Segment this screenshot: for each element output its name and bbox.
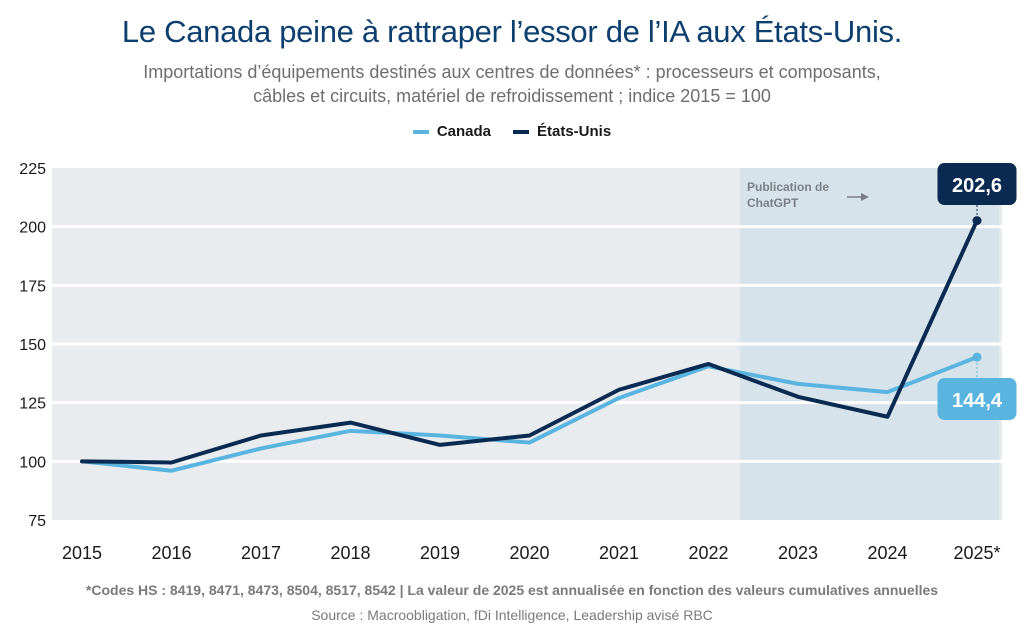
subtitle-line-2: câbles et circuits, matériel de refroidi…	[253, 86, 771, 106]
legend-item-us: États-Unis	[513, 123, 611, 140]
end-label-box	[937, 378, 1017, 420]
chatgpt-annotation: Publication de ChatGPT	[747, 180, 869, 210]
chart-subtitle: Importations d’équipements destinés aux …	[60, 60, 964, 108]
x-tick-label: 2017	[241, 543, 281, 563]
y-tick-label: 125	[19, 396, 46, 413]
legend: Canada États-Unis	[0, 123, 1024, 140]
x-tick-label: 2020	[509, 543, 549, 563]
series-lines	[80, 216, 982, 473]
y-axis-ticks: 75 100 125 150 175 200 225	[19, 161, 46, 530]
end-value-labels: 144,4 202,6	[937, 163, 1017, 420]
series-line-us	[80, 218, 979, 465]
x-tick-label: 2018	[330, 543, 370, 563]
end-label-canada: 144,4	[952, 390, 1003, 412]
x-tick-label: 2023	[778, 543, 818, 563]
legend-item-canada: Canada	[412, 123, 491, 140]
y-tick-label: 200	[19, 220, 46, 237]
chart-title: Le Canada peine à rattraper l’essor de l…	[121, 14, 903, 49]
legend-label-canada: Canada	[436, 123, 491, 140]
y-tick-label: 225	[19, 161, 46, 178]
y-tick-label: 175	[19, 278, 46, 295]
x-axis-ticks: 2015 2016 2017 2018 2019 2020 2021 2022 2023 2024…	[62, 543, 1001, 563]
footnote: *Codes HS : 8419, 8471, 8473, 8504, 8517…	[85, 582, 939, 598]
x-tick-label: 2016	[151, 543, 191, 563]
legend-swatch-canada	[412, 129, 429, 134]
data-point	[972, 216, 982, 226]
annotation-line-1: Publication de	[747, 180, 829, 194]
right-arrow-icon	[847, 193, 869, 201]
y-tick-label: 75	[28, 513, 46, 530]
legend-swatch-us	[513, 129, 529, 134]
subtitle-line-1: Importations d’équipements destinés aux …	[143, 62, 881, 82]
y-tick-label: 150	[19, 337, 46, 354]
end-label-us: 202,6	[952, 175, 1002, 197]
x-tick-label: 2022	[688, 543, 728, 563]
x-tick-label: 2024	[867, 543, 907, 563]
x-tick-label: 2025*	[953, 543, 1000, 563]
end-label-box	[937, 163, 1017, 205]
annotation-line-2: ChatGPT	[747, 196, 799, 210]
x-tick-label: 2015	[62, 543, 102, 563]
data-point	[972, 352, 982, 362]
y-tick-label: 100	[19, 454, 46, 471]
x-tick-label: 2019	[420, 543, 460, 563]
legend-label-us: États-Unis	[537, 123, 612, 140]
x-tick-label: 2021	[599, 543, 639, 563]
source-note: Source : Macroobligation, fDi Intelligen…	[311, 607, 713, 623]
series-line-canada	[80, 355, 979, 473]
